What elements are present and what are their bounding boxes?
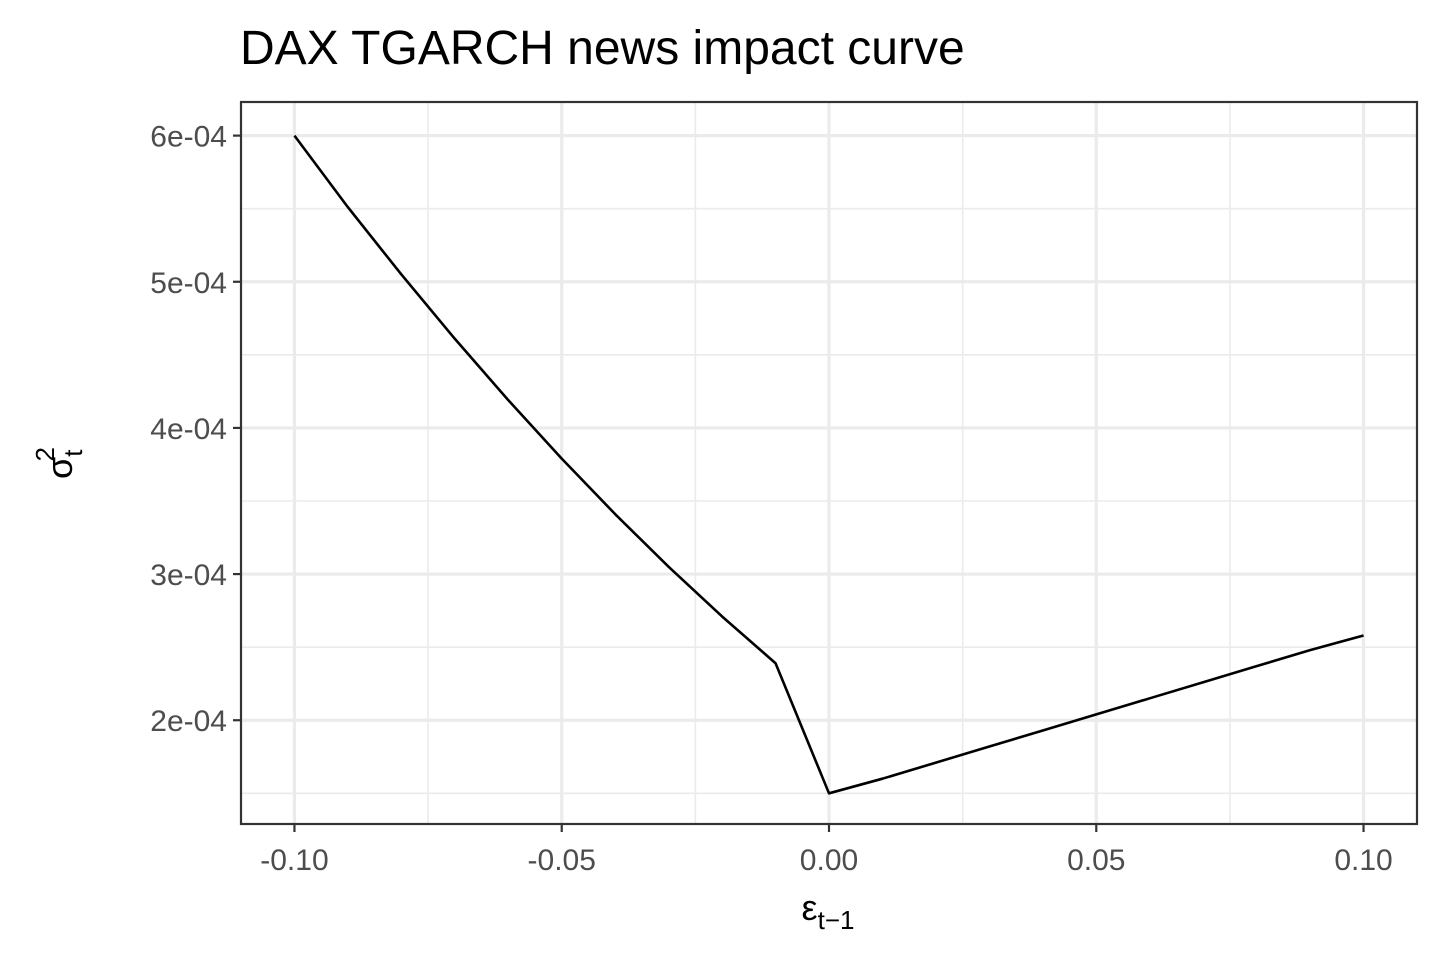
y-axis: 2e-04 3e-04 4e-04 5e-04 6e-04 bbox=[150, 121, 241, 738]
x-axis-title-base: ε bbox=[802, 887, 818, 928]
series-line-0 bbox=[293, 134, 1364, 795]
y-tick-label: 6e-04 bbox=[150, 121, 227, 154]
grid bbox=[241, 102, 1417, 824]
y-tick-label: 5e-04 bbox=[150, 267, 227, 300]
x-tick-label: -0.10 bbox=[260, 844, 328, 877]
y-tick-label: 4e-04 bbox=[150, 413, 227, 446]
y-axis-title-superscript: 2 bbox=[30, 447, 60, 461]
x-tick-label: -0.05 bbox=[528, 844, 596, 877]
y-axis-title-base: σ bbox=[39, 457, 80, 479]
y-tick-label: 2e-04 bbox=[150, 705, 227, 738]
series-layer bbox=[293, 134, 1364, 795]
x-axis-title-subscript: t−1 bbox=[818, 905, 855, 935]
x-tick-label: 0.05 bbox=[1067, 844, 1125, 877]
y-axis-title: σt2 bbox=[30, 447, 88, 479]
x-tick-label: 0.10 bbox=[1334, 844, 1392, 877]
chart-title: DAX TGARCH news impact curve bbox=[240, 22, 965, 75]
y-axis-title-subscript: t bbox=[58, 449, 88, 457]
y-tick-label: 3e-04 bbox=[150, 559, 227, 592]
x-axis-title: εt−1 bbox=[802, 887, 855, 935]
x-axis: -0.10 -0.05 0.00 0.05 0.10 bbox=[260, 824, 1393, 877]
x-tick-label: 0.00 bbox=[800, 844, 858, 877]
